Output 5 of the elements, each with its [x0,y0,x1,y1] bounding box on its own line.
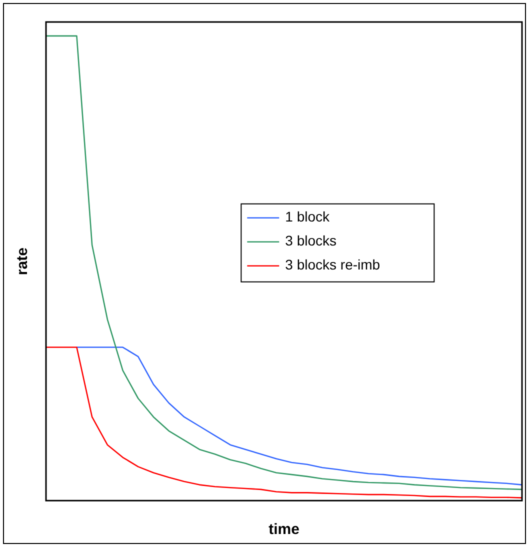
legend-label: 3 blocks re-imb [285,256,380,273]
legend-label: 3 blocks [285,232,337,249]
x-axis-title: time [268,521,300,538]
legend-label: 1 block [285,208,331,225]
y-axis-title: rate [14,248,32,276]
